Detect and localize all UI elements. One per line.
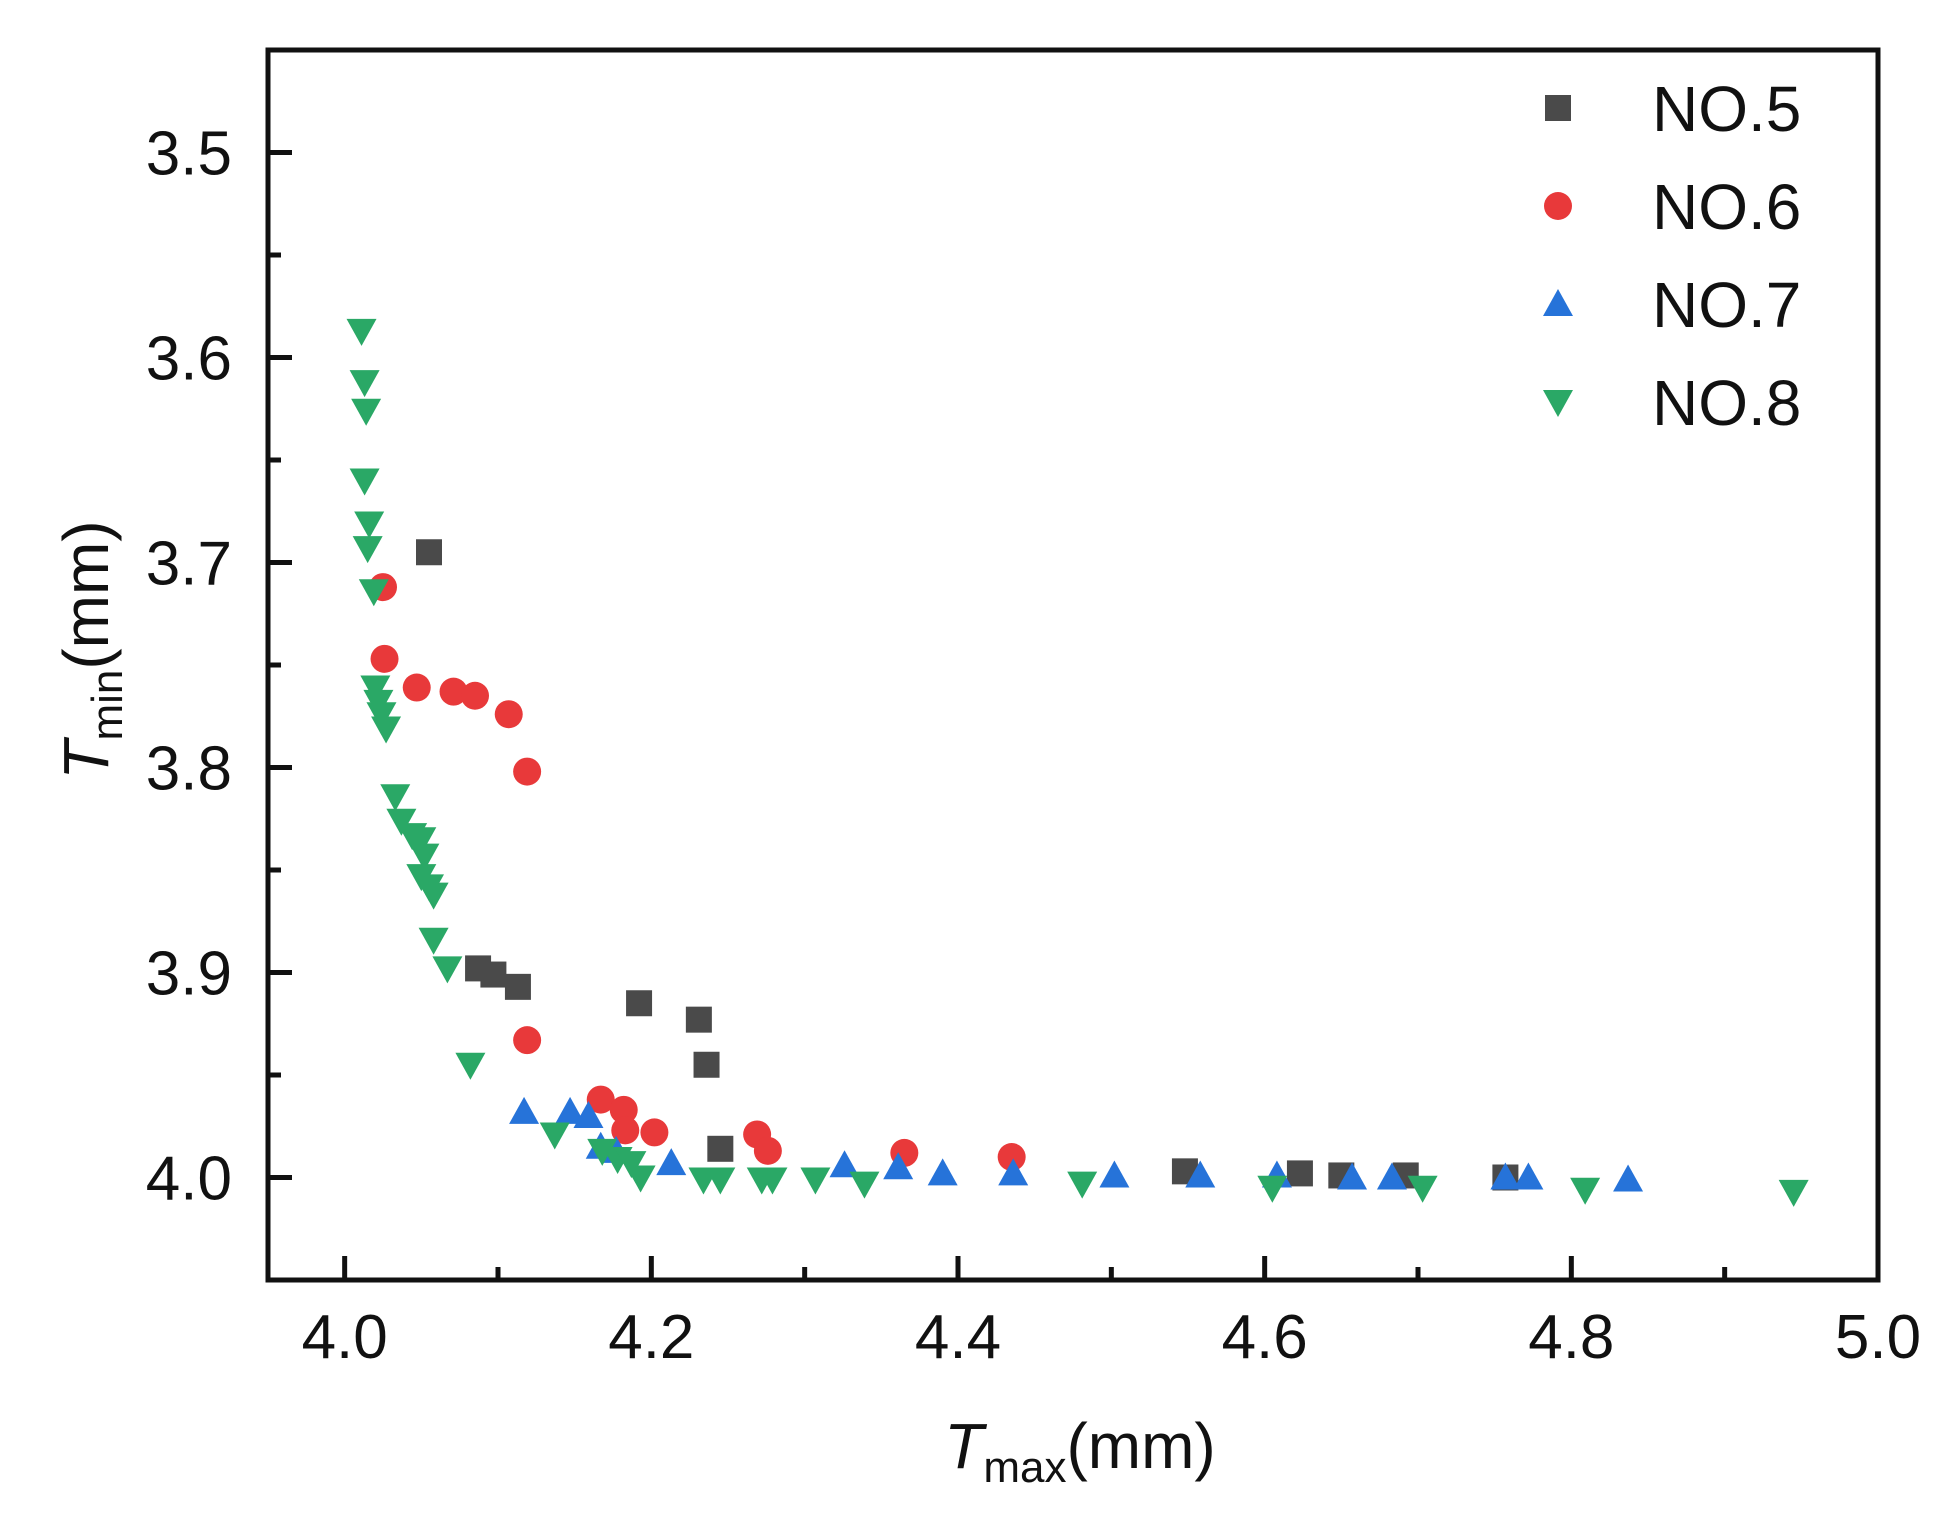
data-point [370, 644, 399, 673]
data-point [409, 843, 440, 871]
data-point [351, 398, 382, 426]
data-point [1513, 1162, 1544, 1190]
data-point [609, 1095, 638, 1124]
data-point [573, 1101, 604, 1128]
legend-marker [1545, 95, 1571, 121]
x-tick-label: 5.0 [1835, 1303, 1921, 1372]
x-tick-label: 4.8 [1528, 1303, 1614, 1372]
y-tick-label: 3.8 [146, 735, 232, 804]
data-point [416, 539, 442, 566]
data-point [418, 927, 449, 955]
legend-label: NO.5 [1652, 73, 1801, 145]
legend-label: NO.7 [1652, 269, 1801, 341]
data-point [513, 757, 542, 786]
data-point [1185, 1160, 1216, 1188]
data-point [386, 808, 417, 836]
data-point [1570, 1177, 1601, 1205]
legend-marker [1544, 192, 1572, 220]
data-point [640, 1118, 669, 1147]
y-tick-label: 3.7 [146, 530, 232, 599]
data-point [509, 1096, 540, 1124]
data-points [346, 318, 1809, 1207]
x-tick-label: 4.6 [1222, 1303, 1308, 1372]
y-tick-label: 3.9 [146, 940, 232, 1009]
data-point [829, 1150, 860, 1178]
data-point [997, 1143, 1026, 1171]
data-point [513, 1026, 542, 1055]
data-point [1099, 1160, 1130, 1188]
data-point [998, 1158, 1029, 1186]
data-point [626, 990, 653, 1017]
data-point [418, 882, 449, 910]
data-point [705, 1167, 736, 1195]
data-point [1778, 1179, 1809, 1207]
data-point [380, 784, 411, 812]
data-point [371, 716, 402, 744]
data-point [494, 700, 523, 729]
data-point [555, 1096, 586, 1124]
data-point [685, 1006, 712, 1033]
data-point [354, 511, 385, 539]
legend-label: NO.8 [1652, 367, 1801, 439]
y-tick-label: 3.5 [146, 120, 232, 189]
data-point [1376, 1162, 1407, 1190]
y-axis-title: Tmin(mm) [50, 520, 132, 779]
data-point [800, 1167, 831, 1195]
legend-marker [1543, 390, 1573, 417]
data-point [707, 1135, 734, 1162]
data-point [480, 961, 507, 988]
x-tick-label: 4.4 [915, 1303, 1001, 1372]
series-NO.8 [346, 318, 1809, 1207]
data-point [504, 973, 531, 1000]
data-point [927, 1158, 958, 1186]
data-point [586, 1085, 615, 1114]
data-point [656, 1148, 687, 1176]
x-axis-ticks: 4.0 4.2 4.4 4.6 4.8 5.0 [302, 1256, 1921, 1372]
x-tick-label: 4.0 [302, 1303, 388, 1372]
data-point [883, 1152, 914, 1180]
data-point [349, 468, 380, 496]
data-point [1407, 1175, 1438, 1203]
data-point [352, 536, 383, 564]
data-point [406, 827, 437, 855]
data-point [461, 681, 489, 710]
data-point [432, 956, 463, 984]
data-point [358, 579, 389, 607]
data-point [439, 677, 468, 706]
data-point [346, 318, 377, 346]
data-point [1613, 1164, 1644, 1192]
data-point [1286, 1160, 1313, 1187]
data-point [349, 370, 380, 398]
data-point [693, 1051, 720, 1078]
data-point [611, 1116, 640, 1145]
data-point [616, 1151, 647, 1179]
y-axis-ticks: 3.5 3.6 3.7 3.8 3.9 4.0 [146, 120, 292, 1214]
data-point [539, 1122, 570, 1150]
y-tick-label: 3.6 [146, 325, 232, 394]
data-point [757, 1167, 788, 1195]
data-point [360, 675, 391, 703]
data-point [1337, 1162, 1368, 1190]
data-point [455, 1052, 486, 1080]
data-point [587, 1138, 618, 1166]
legend-label: NO.6 [1652, 171, 1801, 243]
data-point [402, 673, 431, 702]
plot-frame [265, 47, 1881, 1283]
legend: NO.5 NO.6 NO.7 NO.8 [1543, 73, 1801, 439]
data-point [366, 702, 397, 730]
y-tick-label: 4.0 [146, 1145, 232, 1214]
x-axis-title: Tmax(mm) [944, 1410, 1215, 1492]
data-point [753, 1136, 782, 1165]
data-point [625, 1165, 656, 1193]
data-point [849, 1171, 880, 1199]
data-point [1490, 1162, 1521, 1190]
series-NO.5 [416, 539, 1519, 1191]
legend-marker [1543, 289, 1573, 316]
data-point [1067, 1171, 1098, 1199]
data-point [1257, 1175, 1288, 1203]
x-tick-label: 4.2 [608, 1303, 694, 1372]
series-NO.6 [369, 573, 1026, 1171]
